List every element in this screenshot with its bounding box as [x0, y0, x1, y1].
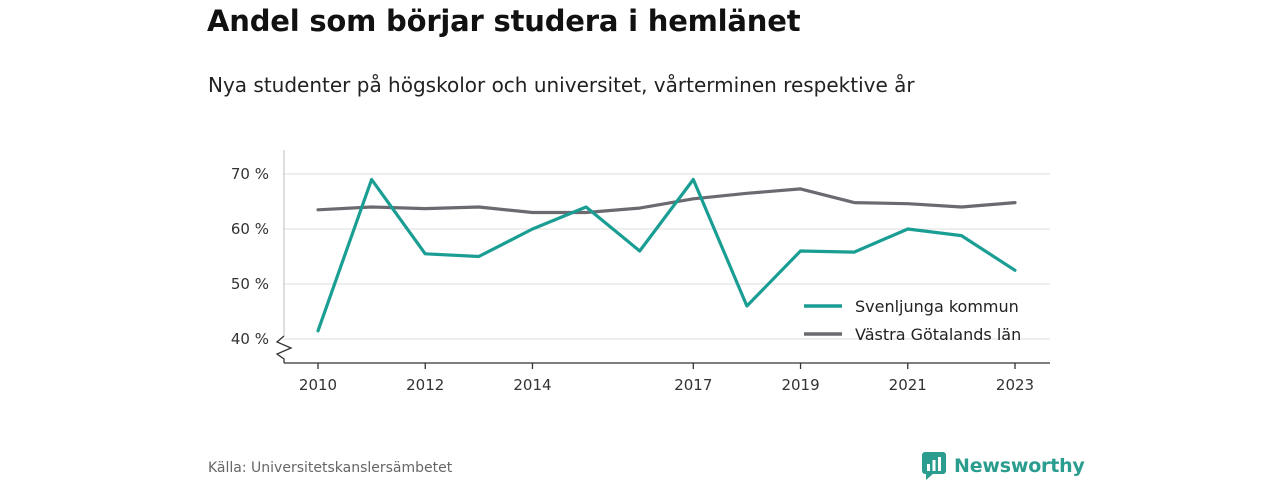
x-tick-label: 2010	[299, 376, 337, 394]
y-tick-label: 50 %	[231, 275, 269, 293]
newsworthy-logo-icon	[922, 452, 946, 480]
brand-name: Newsworthy	[954, 455, 1085, 477]
x-tick-label: 2019	[781, 376, 819, 394]
axis-break-icon	[275, 335, 293, 363]
legend-label: Svenljunga kommun	[855, 297, 1019, 316]
legend-label: Västra Götalands län	[855, 325, 1021, 344]
y-tick-label: 70 %	[231, 165, 269, 183]
axes: 40 % 50 % 60 % 70 % 2010 2012 2014 2017 2019 2021…	[231, 150, 1050, 394]
x-tick-label: 2021	[889, 376, 927, 394]
legend: Svenljunga kommun Västra Götalands län	[804, 297, 1021, 344]
x-tick-label: 2014	[513, 376, 551, 394]
source-note: Källa: Universitetskanslersämbetet	[208, 460, 453, 476]
series-line-1	[316, 187, 1017, 215]
x-tick-label: 2017	[674, 376, 712, 394]
chart-title: Andel som börjar studera i hemlänet	[207, 4, 801, 38]
newsworthy-logo: Newsworthy	[922, 451, 1085, 481]
grid-lines	[284, 173, 1050, 340]
series-lines	[316, 177, 1017, 333]
chart-subtitle: Nya studenter på högskolor och universit…	[208, 73, 915, 97]
x-tick-label: 2012	[406, 376, 444, 394]
y-tick-label: 40 %	[231, 330, 269, 348]
y-tick-label: 60 %	[231, 220, 269, 238]
series-line-0	[316, 177, 1017, 333]
x-tick-label: 2023	[996, 376, 1034, 394]
